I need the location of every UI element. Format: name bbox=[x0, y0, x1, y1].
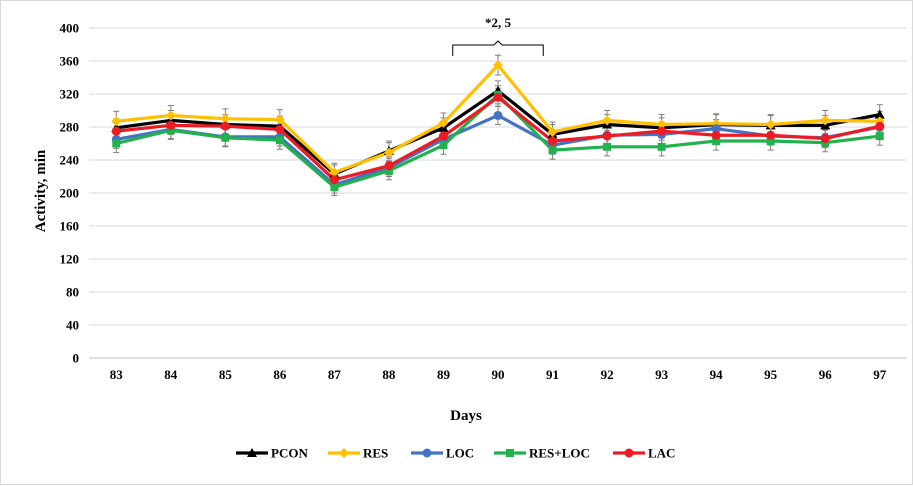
x-tick-label: 88 bbox=[382, 367, 396, 382]
y-tick-label: 80 bbox=[66, 285, 79, 300]
y-tick-label: 40 bbox=[66, 318, 79, 333]
x-tick-label: 84 bbox=[164, 367, 178, 382]
data-point-res-loc bbox=[221, 134, 229, 142]
legend-label: RES bbox=[363, 446, 388, 461]
legend-marker bbox=[506, 449, 514, 457]
data-point-lac bbox=[221, 122, 230, 131]
y-axis-title: Activity, min bbox=[33, 149, 49, 232]
legend: PCON RES LOC RES+LOC LAC bbox=[236, 446, 675, 461]
legend-label: RES+LOC bbox=[529, 446, 590, 461]
x-tick-label: 90 bbox=[492, 367, 505, 382]
data-point-lac bbox=[384, 161, 393, 170]
data-point-lac bbox=[875, 122, 884, 131]
x-tick-label: 97 bbox=[873, 367, 887, 382]
x-tick-labels: 83 84 85 86 87 88 89 90 91 92 93 94 95 96 97 bbox=[110, 367, 887, 382]
legend-marker bbox=[339, 448, 349, 458]
x-tick-label: 96 bbox=[819, 367, 833, 382]
y-tick-label: 160 bbox=[60, 219, 80, 234]
data-point-lac bbox=[494, 93, 503, 102]
data-point-lac bbox=[330, 175, 339, 184]
data-point-res-loc bbox=[276, 136, 284, 144]
annotation-bracket bbox=[453, 41, 544, 56]
legend-label: LOC bbox=[446, 446, 474, 461]
data-point-res-loc bbox=[658, 143, 666, 151]
legend-item-res: RES bbox=[328, 446, 388, 461]
gridlines bbox=[89, 28, 907, 358]
legend-marker bbox=[423, 449, 432, 458]
legend-item-res-loc: RES+LOC bbox=[494, 446, 590, 461]
data-point-res-loc bbox=[439, 141, 447, 149]
y-tick-label: 0 bbox=[73, 351, 80, 366]
data-point-lac bbox=[439, 132, 448, 141]
legend-item-pcon: PCON bbox=[236, 446, 308, 461]
y-tick-label: 200 bbox=[60, 186, 80, 201]
data-point-res bbox=[166, 110, 176, 120]
data-point-res-loc bbox=[876, 132, 884, 140]
x-tick-label: 85 bbox=[219, 367, 233, 382]
x-tick-label: 93 bbox=[655, 367, 669, 382]
data-point-res-loc bbox=[549, 146, 557, 154]
x-tick-label: 83 bbox=[110, 367, 124, 382]
data-point-lac bbox=[548, 137, 557, 146]
series-markers bbox=[111, 60, 884, 191]
legend-item-lac: LAC bbox=[613, 446, 675, 461]
x-tick-label: 94 bbox=[710, 367, 724, 382]
y-tick-label: 280 bbox=[60, 120, 80, 135]
data-point-res-loc bbox=[603, 143, 611, 151]
x-axis-title: Days bbox=[450, 408, 482, 424]
data-point-lac bbox=[275, 125, 284, 134]
x-tick-label: 92 bbox=[601, 367, 614, 382]
y-tick-label: 400 bbox=[60, 21, 80, 36]
legend-label: PCON bbox=[271, 446, 308, 461]
data-point-lac bbox=[603, 132, 612, 141]
data-point-lac bbox=[112, 127, 121, 136]
data-point-loc bbox=[494, 111, 503, 120]
legend-item-loc: LOC bbox=[411, 446, 474, 461]
y-tick-label: 320 bbox=[60, 87, 80, 102]
data-point-lac bbox=[821, 134, 830, 143]
x-tick-label: 91 bbox=[546, 367, 559, 382]
data-point-res bbox=[111, 116, 121, 126]
data-point-res-loc bbox=[330, 183, 338, 191]
x-tick-label: 89 bbox=[437, 367, 451, 382]
y-tick-label: 120 bbox=[60, 252, 80, 267]
data-point-lac bbox=[166, 121, 175, 130]
x-tick-label: 95 bbox=[764, 367, 778, 382]
x-tick-label: 86 bbox=[273, 367, 287, 382]
y-tick-label: 240 bbox=[60, 153, 80, 168]
data-point-res-loc bbox=[112, 140, 120, 148]
annotation-label: *2, 5 bbox=[485, 15, 512, 30]
legend-marker bbox=[625, 449, 634, 458]
data-point-lac bbox=[712, 131, 721, 140]
legend-label: LAC bbox=[648, 446, 675, 461]
x-tick-label: 87 bbox=[328, 367, 342, 382]
significance-annotation: *2, 5 bbox=[453, 15, 544, 56]
data-point-lac bbox=[766, 131, 775, 140]
data-point-lac bbox=[657, 127, 666, 136]
y-tick-labels: 0 40 80 120 160 200 240 280 320 360 400 bbox=[60, 21, 80, 366]
y-tick-label: 360 bbox=[60, 54, 80, 69]
